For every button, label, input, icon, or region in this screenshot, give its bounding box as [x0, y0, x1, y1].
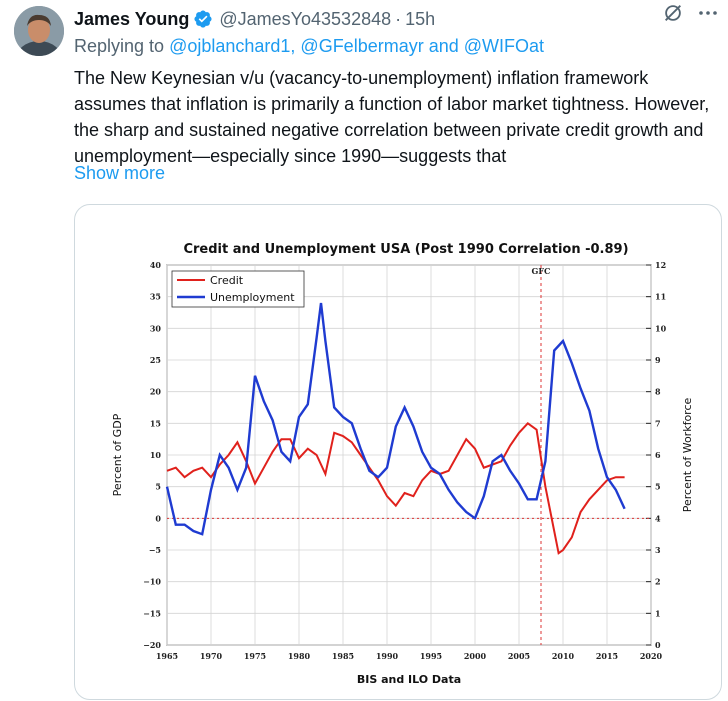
show-more-link[interactable]: Show more: [74, 163, 166, 183]
unemployment-series-line: [165, 302, 626, 536]
right-tick-label: 12: [655, 260, 666, 270]
x-tick-label: 2000: [464, 651, 487, 661]
author-handle[interactable]: @JamesYo43532848: [219, 8, 392, 29]
right-tick-label: 4: [655, 513, 661, 523]
tweet-header: James Young @JamesYo43532848 · 15h: [74, 6, 714, 32]
author-name[interactable]: James Young: [74, 8, 190, 29]
x-tick-label: 2020: [640, 651, 663, 661]
left-tick-label: −10: [143, 577, 161, 587]
x-tick-label: 1985: [332, 651, 354, 661]
left-tick-label: 0: [155, 513, 161, 523]
right-tick-label: 6: [655, 450, 661, 460]
x-tick-label: 1990: [376, 651, 399, 661]
right-tick-label: 2: [655, 577, 661, 587]
left-tick-label: 40: [150, 260, 162, 270]
replying-to: Replying to @ojblanchard1, @GFelbermayr …: [74, 36, 544, 57]
credit-unemployment-chart: Credit and Unemployment USA (Post 1990 C…: [111, 242, 694, 686]
tweet-text: The New Keynesian v/u (vacancy-to-unempl…: [74, 68, 710, 166]
right-axis-label: Percent of Workforce: [681, 398, 694, 513]
separator-dot: ·: [395, 8, 402, 29]
legend-unemployment-label: Unemployment: [210, 291, 295, 304]
chart-legend: Credit Unemployment: [171, 270, 305, 308]
left-tick-label: 30: [150, 323, 162, 333]
left-tick-label: 15: [150, 418, 161, 428]
more-icon[interactable]: [696, 2, 720, 24]
right-tick-label: 1: [655, 608, 661, 618]
right-tick-label: 11: [655, 292, 666, 302]
x-axis-label: BIS and ILO Data: [357, 673, 461, 686]
left-tick-label: −5: [149, 545, 161, 555]
left-tick-label: 25: [150, 355, 161, 365]
x-tick-label: 1995: [420, 651, 442, 661]
chart-image-card[interactable]: Credit and Unemployment USA (Post 1990 C…: [74, 204, 722, 700]
left-tick-label: 35: [150, 292, 161, 302]
x-tick-label: 2010: [552, 651, 575, 661]
right-tick-label: 9: [655, 355, 661, 365]
right-tick-label: 5: [655, 482, 661, 492]
timestamp[interactable]: 15h: [405, 8, 436, 29]
right-tick-label: 10: [655, 323, 667, 333]
left-axis-label: Percent of GDP: [111, 413, 124, 496]
author-avatar[interactable]: [14, 6, 64, 56]
x-axis-ticks: 1965 1970 1975 1980 1985 1990 1995 2000 2005 2010…: [156, 651, 663, 661]
left-axis-ticks: 40 35 30 25 20 15 10 5 0 −5 −10 −15 −20: [143, 260, 161, 650]
credit-series-line: [166, 421, 625, 555]
right-tick-label: 0: [655, 640, 661, 650]
verified-badge-icon: [193, 9, 213, 29]
chart-title: Credit and Unemployment USA (Post 1990 C…: [183, 242, 628, 257]
left-tick-label: 20: [150, 387, 162, 397]
x-tick-label: 1975: [244, 651, 266, 661]
right-tick-label: 7: [655, 418, 661, 428]
x-tick-label: 2005: [508, 651, 530, 661]
x-tick-label: 2015: [596, 651, 618, 661]
legend-box: [171, 270, 305, 308]
gfc-label: GFC: [532, 266, 551, 276]
reply-mentions[interactable]: @ojblanchard1, @GFelbermayr and @WIFOat: [169, 36, 545, 56]
right-tick-label: 8: [655, 387, 661, 397]
right-tick-label: 3: [655, 545, 661, 555]
reply-prefix: Replying to: [74, 36, 170, 56]
chart-grid: [166, 264, 652, 646]
x-tick-label: 1965: [156, 651, 178, 661]
left-tick-label: −20: [143, 640, 161, 650]
x-tick-label: 1980: [288, 651, 311, 661]
legend-credit-label: Credit: [210, 274, 244, 287]
x-tick-label: 1970: [200, 651, 223, 661]
left-tick-label: 10: [150, 450, 162, 460]
left-tick-label: −15: [143, 608, 161, 618]
grok-icon[interactable]: [662, 2, 684, 24]
left-tick-label: 5: [155, 482, 161, 492]
